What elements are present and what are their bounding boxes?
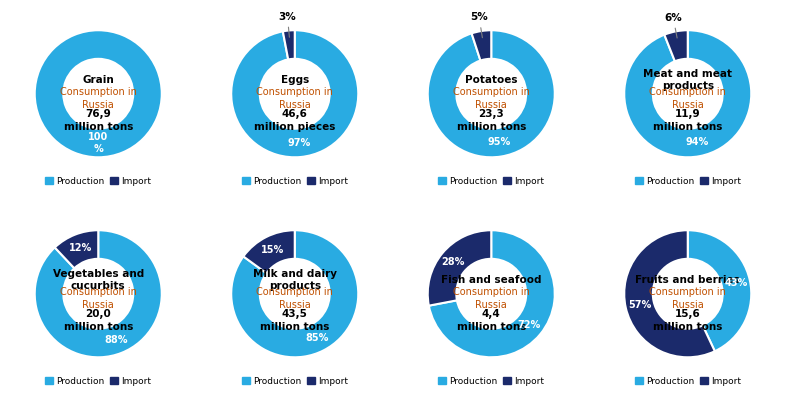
Wedge shape	[664, 30, 688, 61]
Text: Consumption in
Russia: Consumption in Russia	[256, 287, 333, 310]
Wedge shape	[35, 30, 162, 157]
Text: Consumption in
Russia: Consumption in Russia	[60, 87, 137, 110]
Text: Milk and dairy
products: Milk and dairy products	[253, 268, 336, 291]
Text: 3%: 3%	[278, 12, 296, 37]
Legend: Production, Import: Production, Import	[241, 376, 348, 386]
Text: 11,9
million tons: 11,9 million tons	[653, 109, 722, 132]
Text: 76,9
million tons: 76,9 million tons	[64, 109, 133, 132]
Text: Consumption in
Russia: Consumption in Russia	[453, 287, 530, 310]
Wedge shape	[429, 230, 555, 357]
Text: Meat and meat
products: Meat and meat products	[643, 68, 733, 91]
Text: 72%: 72%	[517, 320, 541, 330]
Text: 43,5
million tons: 43,5 million tons	[260, 309, 329, 332]
Text: Eggs: Eggs	[281, 75, 309, 85]
Wedge shape	[428, 230, 491, 306]
Wedge shape	[624, 30, 751, 157]
Wedge shape	[688, 230, 751, 351]
Text: 46,6
million pieces: 46,6 million pieces	[254, 109, 336, 132]
Text: Vegetables and
cucurbits: Vegetables and cucurbits	[53, 268, 144, 291]
Legend: Production, Import: Production, Import	[634, 176, 741, 186]
Text: Potatoes: Potatoes	[465, 75, 517, 85]
Text: 57%: 57%	[628, 300, 652, 310]
Text: 12%: 12%	[68, 243, 92, 253]
Wedge shape	[55, 230, 98, 268]
Text: 15,6
million tons: 15,6 million tons	[653, 309, 722, 332]
Text: 23,3
million tons: 23,3 million tons	[457, 109, 526, 132]
Legend: Production, Import: Production, Import	[241, 176, 348, 186]
Text: 20,0
million tons: 20,0 million tons	[64, 309, 133, 332]
Text: Consumption in
Russia: Consumption in Russia	[649, 87, 726, 110]
Wedge shape	[35, 230, 162, 357]
Text: 97%: 97%	[288, 138, 311, 148]
Text: 4,4
million tons: 4,4 million tons	[457, 309, 526, 332]
Legend: Production, Import: Production, Import	[634, 376, 741, 386]
Text: 100
%: 100 %	[88, 132, 108, 154]
Wedge shape	[231, 230, 358, 357]
Text: Consumption in
Russia: Consumption in Russia	[60, 287, 137, 310]
Wedge shape	[428, 30, 555, 157]
Wedge shape	[231, 30, 358, 157]
Text: 43%: 43%	[724, 278, 747, 288]
Legend: Production, Import: Production, Import	[45, 376, 152, 386]
Text: Fruits and berries: Fruits and berries	[635, 275, 740, 285]
Legend: Production, Import: Production, Import	[45, 176, 152, 186]
Text: 5%: 5%	[470, 12, 488, 38]
Text: 15%: 15%	[261, 245, 284, 255]
Wedge shape	[472, 30, 491, 60]
Text: Fish and seafood: Fish and seafood	[441, 275, 542, 285]
Wedge shape	[624, 230, 714, 357]
Text: Consumption in
Russia: Consumption in Russia	[256, 87, 333, 110]
Text: 94%: 94%	[685, 137, 709, 147]
Legend: Production, Import: Production, Import	[438, 176, 545, 186]
Text: 6%: 6%	[664, 13, 682, 38]
Wedge shape	[283, 30, 295, 60]
Text: 88%: 88%	[105, 334, 128, 344]
Text: Grain: Grain	[83, 75, 114, 85]
Legend: Production, Import: Production, Import	[438, 376, 545, 386]
Wedge shape	[244, 230, 295, 273]
Text: 28%: 28%	[442, 257, 465, 267]
Text: 95%: 95%	[487, 137, 511, 147]
Text: Consumption in
Russia: Consumption in Russia	[649, 287, 726, 310]
Text: 85%: 85%	[306, 333, 329, 343]
Text: Consumption in
Russia: Consumption in Russia	[453, 87, 530, 110]
